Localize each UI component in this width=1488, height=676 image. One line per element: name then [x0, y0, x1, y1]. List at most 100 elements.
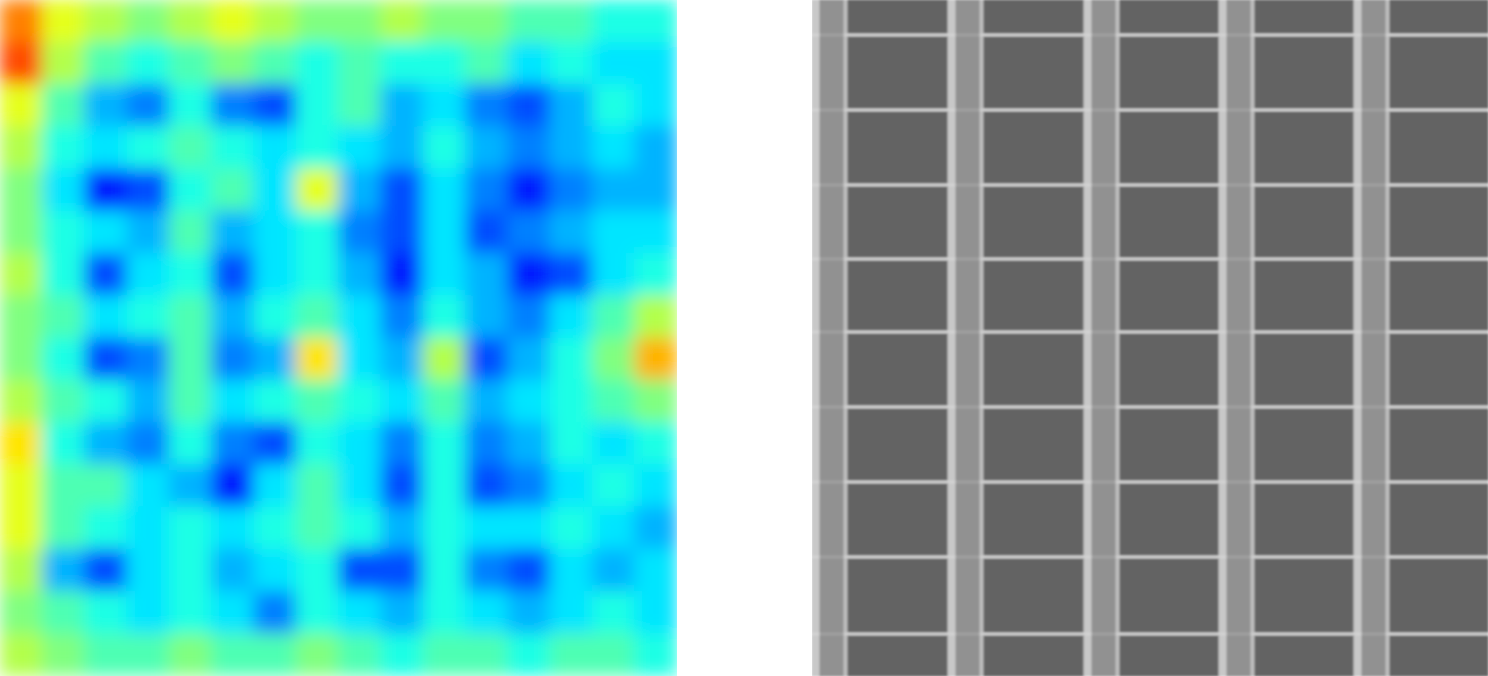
heatmap-cell	[820, 409, 845, 482]
heatmap-cell	[169, 0, 212, 43]
heatmap-cell	[1354, 187, 1363, 259]
heatmap-cell	[42, 169, 85, 212]
heatmap-cell	[423, 507, 466, 550]
heatmap-cell	[380, 84, 423, 127]
heatmap-cell	[84, 633, 127, 676]
heatmap-cell	[820, 636, 845, 676]
heatmap-cell	[169, 633, 212, 676]
heatmap-cell	[211, 126, 254, 169]
heatmap-cell	[253, 0, 296, 43]
heatmap-cell	[1219, 559, 1228, 634]
heatmap-cell	[1354, 112, 1363, 185]
heatmap-cell	[1255, 409, 1355, 482]
heatmap-cell	[465, 422, 508, 465]
heatmap-cell	[380, 169, 423, 212]
heatmap-cell	[550, 169, 593, 212]
heatmap-cell	[984, 559, 1085, 634]
heatmap-cell	[634, 253, 677, 296]
heatmap-cell	[848, 484, 949, 557]
heatmap-cell	[465, 295, 508, 338]
heatmap-cell	[423, 211, 466, 254]
heatmap-cell	[1120, 187, 1220, 259]
heatmap-cell	[1120, 261, 1220, 332]
heatmap-cell	[380, 211, 423, 254]
heatmap-cell	[42, 507, 85, 550]
heatmap-cell	[550, 0, 593, 43]
heatmap-cell	[338, 126, 381, 169]
heatmap-cell	[592, 591, 635, 634]
heatmap-cell	[1362, 484, 1387, 557]
heatmap-cell	[848, 0, 949, 35]
heatmap-cell	[126, 126, 169, 169]
heatmap-cell	[1227, 37, 1252, 110]
heatmap-cell	[338, 380, 381, 423]
heatmap-cell	[1255, 484, 1355, 557]
heatmap-cell	[423, 422, 466, 465]
heatmap-cell	[338, 507, 381, 550]
heatmap-cell	[169, 591, 212, 634]
heatmap-cell	[592, 422, 635, 465]
heatmap-cell	[1362, 334, 1387, 407]
heatmap-cell	[296, 507, 339, 550]
heatmap-cell	[84, 253, 127, 296]
heatmap-cell	[1255, 0, 1355, 35]
heatmap-cell	[84, 422, 127, 465]
heatmap-cell	[1390, 187, 1488, 259]
heatmap-cell	[812, 0, 821, 35]
heatmap-cell	[169, 507, 212, 550]
heatmap-cell	[380, 126, 423, 169]
heatmap-cell	[1255, 636, 1355, 676]
heatmap-cell	[1084, 636, 1093, 676]
heatmap-cell	[1354, 261, 1363, 332]
heatmap-cell	[634, 464, 677, 507]
heatmap-cell	[253, 549, 296, 592]
heatmap-cell	[812, 559, 821, 634]
heatmap-cell	[550, 633, 593, 676]
heatmap-cell	[1362, 112, 1387, 185]
heatmap-cell	[592, 380, 635, 423]
heatmap-cell	[634, 126, 677, 169]
heatmap-cell	[423, 338, 466, 381]
heatmap-cell	[948, 261, 957, 332]
heatmap-cell	[592, 464, 635, 507]
heatmap-cell	[465, 0, 508, 43]
heatmap-cell	[465, 84, 508, 127]
heatmap-cell	[550, 84, 593, 127]
heatmap-cell	[380, 464, 423, 507]
heatmap-cell	[0, 549, 43, 592]
heatmap-cell	[848, 559, 949, 634]
heatmap-cell	[634, 549, 677, 592]
heatmap-cell	[296, 633, 339, 676]
heatmap-cell	[465, 591, 508, 634]
heatmap-cell	[338, 295, 381, 338]
heatmap-cell	[1219, 409, 1228, 482]
heatmap-cell	[948, 112, 957, 185]
heatmap-cell	[848, 187, 949, 259]
heatmap-cell	[0, 464, 43, 507]
heatmap-cell	[956, 261, 981, 332]
heatmap-cell	[169, 169, 212, 212]
heatmap-cell	[1120, 484, 1220, 557]
heatmap-cell	[1354, 0, 1363, 35]
heatmap-cell	[956, 409, 981, 482]
heatmap-cell	[550, 253, 593, 296]
heatmap-cell	[1354, 559, 1363, 634]
heatmap-cell	[1362, 409, 1387, 482]
heatmap-cell	[1120, 409, 1220, 482]
heatmap-cell	[592, 84, 635, 127]
heatmap-cell	[423, 591, 466, 634]
heatmap-cell	[507, 295, 550, 338]
heatmap-cell	[211, 253, 254, 296]
heatmap-cell	[1092, 334, 1117, 407]
heatmap-cell	[1354, 409, 1363, 482]
heatmap-cell	[42, 211, 85, 254]
heatmap-cell	[211, 338, 254, 381]
heatmap-cell	[0, 422, 43, 465]
heatmap-cell	[1390, 112, 1488, 185]
heatmap-cell	[338, 549, 381, 592]
heatmap-cell	[211, 422, 254, 465]
heatmap-cell	[126, 422, 169, 465]
heatmap-cell	[507, 169, 550, 212]
heatmap-cell	[820, 559, 845, 634]
heatmap-cell	[42, 591, 85, 634]
